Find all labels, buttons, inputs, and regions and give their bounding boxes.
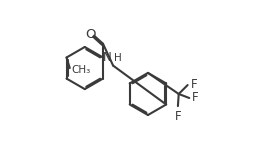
Text: N: N (103, 51, 112, 64)
Text: CH₃: CH₃ (71, 65, 91, 75)
Text: O: O (85, 28, 96, 41)
Text: F: F (190, 78, 197, 91)
Text: F: F (192, 91, 199, 104)
Text: F: F (175, 110, 181, 123)
Text: H: H (114, 53, 122, 63)
